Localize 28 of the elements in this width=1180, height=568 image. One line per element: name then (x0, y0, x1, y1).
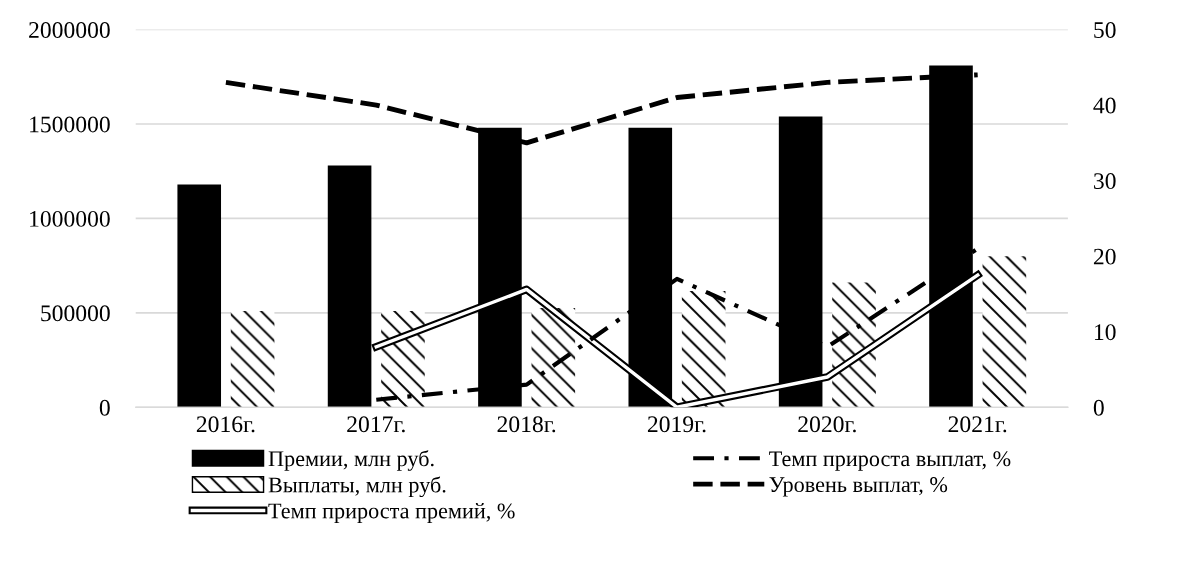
legend-label: Выплаты, млн руб. (268, 476, 446, 498)
y2-tick-label: 20 (1093, 248, 1116, 265)
y2-tick-label: 30 (1094, 173, 1116, 190)
bar (177, 184, 222, 408)
legend-label: Премии, млн руб. (268, 450, 434, 471)
y-tick-label: 1000000 (30, 210, 110, 227)
bar (681, 291, 726, 408)
bar (230, 310, 275, 408)
y-tick-label: 2000000 (29, 22, 110, 38)
y2-tick-label: 0 (1093, 399, 1104, 416)
x-tick-label: 2018г. (497, 416, 556, 433)
bar (531, 308, 576, 408)
x-tick-label: 2017г. (347, 416, 405, 433)
x-tick-label: 2020г. (798, 416, 856, 433)
legend-label: Темп прироста выплат, % (769, 451, 1011, 471)
bar (982, 256, 1027, 408)
x-tick-label: 2021г. (948, 416, 1007, 433)
y-tick-label: 500000 (41, 305, 110, 322)
x-tick-label: 2019г. (647, 416, 706, 433)
y2-tick-label: 10 (1094, 324, 1116, 341)
bar (832, 282, 876, 408)
legend-label: Уровень выплат, % (769, 477, 948, 497)
y2-tick-label: 40 (1093, 97, 1116, 114)
y-tick-label: 0 (99, 399, 110, 416)
legend-label: Темп прироста премий, % (268, 503, 515, 523)
x-tick-label: 2016г. (196, 416, 255, 433)
y2-tick-label: 50 (1094, 22, 1116, 38)
y-tick-label: 1500000 (30, 116, 110, 133)
